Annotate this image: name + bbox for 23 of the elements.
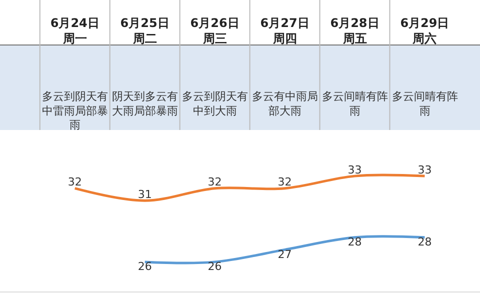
text: 多云有中雨局部大雨 [252, 90, 318, 118]
x-tick-label: 6月27日周四 [260, 16, 310, 46]
data-label: 33 [418, 163, 432, 176]
text: 多云间晴有阵雨 [392, 90, 458, 118]
x-tick-label: 6月25日周二 [120, 16, 170, 46]
data-label: 32 [68, 176, 82, 189]
data-label: 28 [348, 236, 362, 249]
x-tick-label: 6月29日周六 [400, 16, 450, 46]
data-label: 33 [348, 163, 362, 176]
data-label: 26 [138, 260, 152, 274]
data-label: 27 [278, 248, 292, 261]
data-label: 31 [138, 188, 152, 201]
text: 多云到阴天有中雷雨局部暴雨 [42, 90, 108, 132]
data-label: 28 [418, 236, 432, 249]
text: 多云间晴有阵雨 [322, 90, 388, 118]
text: 阴天到多云有大雨局部暴雨 [112, 90, 178, 118]
x-tick-label: 6月26日周三 [190, 16, 240, 46]
data-label: 32 [208, 176, 222, 189]
x-tick-label: 6月24日周一 [50, 16, 100, 46]
text: 多云到阴天有中到大雨 [182, 90, 248, 118]
x-tick-label: 6月28日周五 [330, 16, 380, 46]
data-label: 26 [208, 260, 222, 274]
data-label: 32 [278, 176, 292, 189]
